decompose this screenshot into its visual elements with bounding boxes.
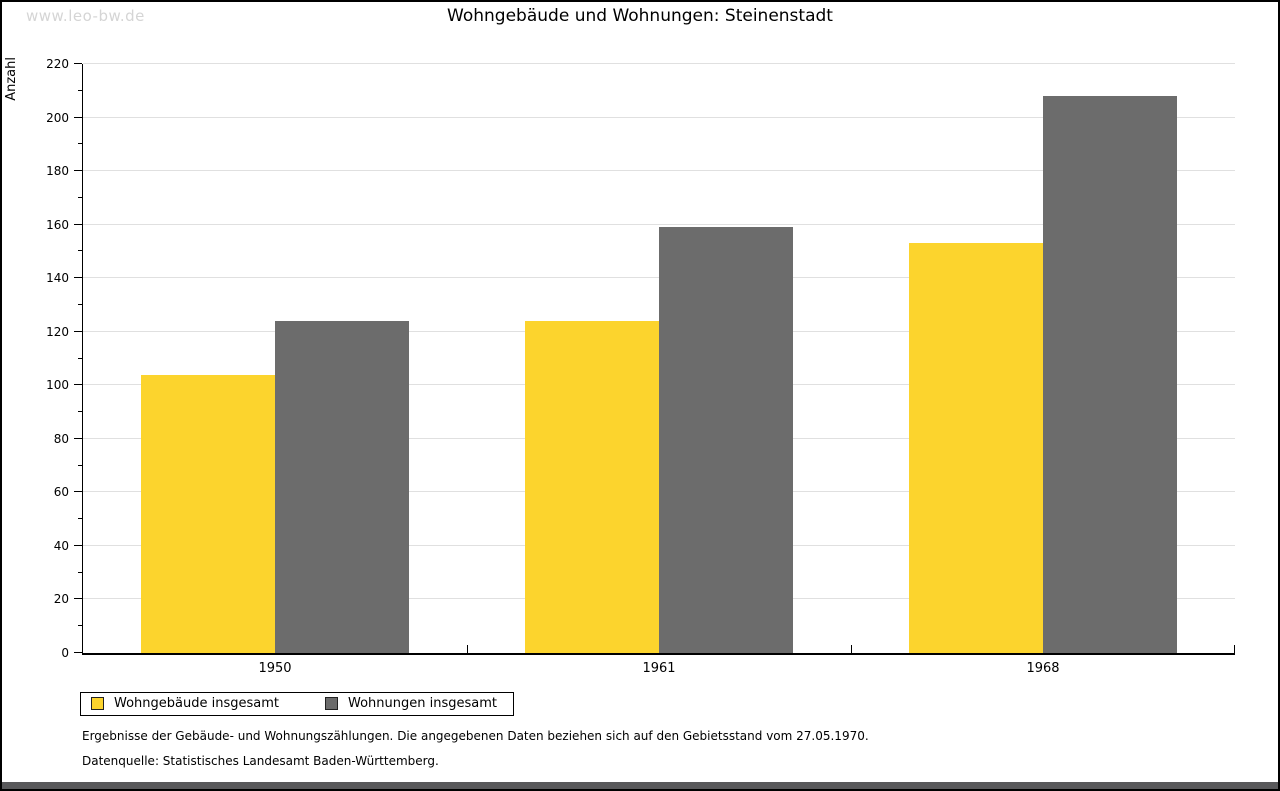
bar-1968-series-0 (909, 243, 1043, 653)
x-tick (1234, 645, 1235, 653)
x-tick (467, 645, 468, 653)
y-gridline (83, 63, 1235, 64)
bar-1950-series-1 (275, 321, 409, 653)
y-minor-tick (78, 303, 82, 305)
y-tick-label: 100 (46, 378, 69, 393)
y-minor-tick (78, 625, 82, 627)
y-minor-tick (78, 196, 82, 198)
y-major-tick (74, 437, 82, 439)
y-tick-label: 120 (46, 324, 69, 339)
y-major-tick (74, 384, 82, 386)
legend-item: Wohngebäude insgesamt (91, 696, 279, 711)
y-minor-tick (78, 143, 82, 145)
legend-item: Wohnungen insgesamt (325, 696, 497, 711)
x-category-label: 1968 (1026, 661, 1060, 676)
y-tick-label: 0 (61, 646, 69, 660)
legend-swatch-1 (325, 697, 338, 710)
y-major-tick (74, 63, 82, 64)
footnote: Ergebnisse der Gebäude- und Wohnungszähl… (82, 729, 869, 743)
watermark: www.leo-bw.de (26, 7, 145, 25)
data-source: Datenquelle: Statistisches Landesamt Bad… (82, 754, 439, 768)
y-gridline (83, 170, 1235, 172)
plot-area: 0 20 40 60 80 100 120 140 160 180 200 220 1950 1961 19… (46, 57, 1235, 676)
y-major-tick (74, 330, 82, 332)
legend-label: Wohngebäude insgesamt (114, 696, 279, 711)
bar-1950-series-0 (141, 374, 275, 653)
y-major-tick (74, 491, 82, 493)
y-major-tick (74, 277, 82, 279)
legend: Wohngebäude insgesamt Wohnungen insgesamt (80, 692, 514, 716)
y-axis-title: Anzahl (4, 57, 19, 101)
y-gridline (83, 116, 1235, 118)
x-category-label: 1950 (258, 661, 292, 676)
legend-swatch-0 (91, 697, 104, 710)
y-tick-label: 40 (53, 538, 69, 553)
y-major-tick (74, 652, 82, 653)
y-tick-label: 200 (46, 110, 69, 125)
bottom-window-edge (2, 782, 1278, 789)
y-tick-label: 20 (53, 592, 69, 607)
y-minor-tick (78, 518, 82, 520)
y-tick-label: 60 (53, 485, 69, 500)
y-major-tick (74, 116, 82, 118)
x-category-label: 1961 (642, 661, 676, 676)
y-tick-label: 220 (46, 57, 69, 71)
y-major-tick (74, 598, 82, 600)
y-tick-label: 140 (46, 271, 69, 286)
y-minor-tick (78, 357, 82, 359)
y-minor-tick (78, 464, 82, 466)
y-minor-tick (78, 571, 82, 573)
y-minor-tick (78, 411, 82, 413)
y-gridline (83, 223, 1235, 225)
y-minor-tick (78, 250, 82, 252)
bar-1961-series-0 (525, 321, 659, 653)
x-tick (851, 645, 852, 653)
bar-1968-series-1 (1043, 96, 1177, 653)
y-tick-label: 80 (53, 431, 69, 446)
bar-1961-series-1 (659, 227, 793, 653)
y-tick-label: 180 (46, 164, 69, 179)
chart-title: Wohngebäude und Wohnungen: Steinenstadt (447, 6, 833, 26)
legend-label: Wohnungen insgesamt (348, 696, 497, 711)
y-minor-tick (78, 89, 82, 91)
y-major-tick (74, 223, 82, 225)
y-major-tick (74, 544, 82, 546)
y-major-tick (74, 170, 82, 172)
y-tick-label: 160 (46, 217, 69, 232)
